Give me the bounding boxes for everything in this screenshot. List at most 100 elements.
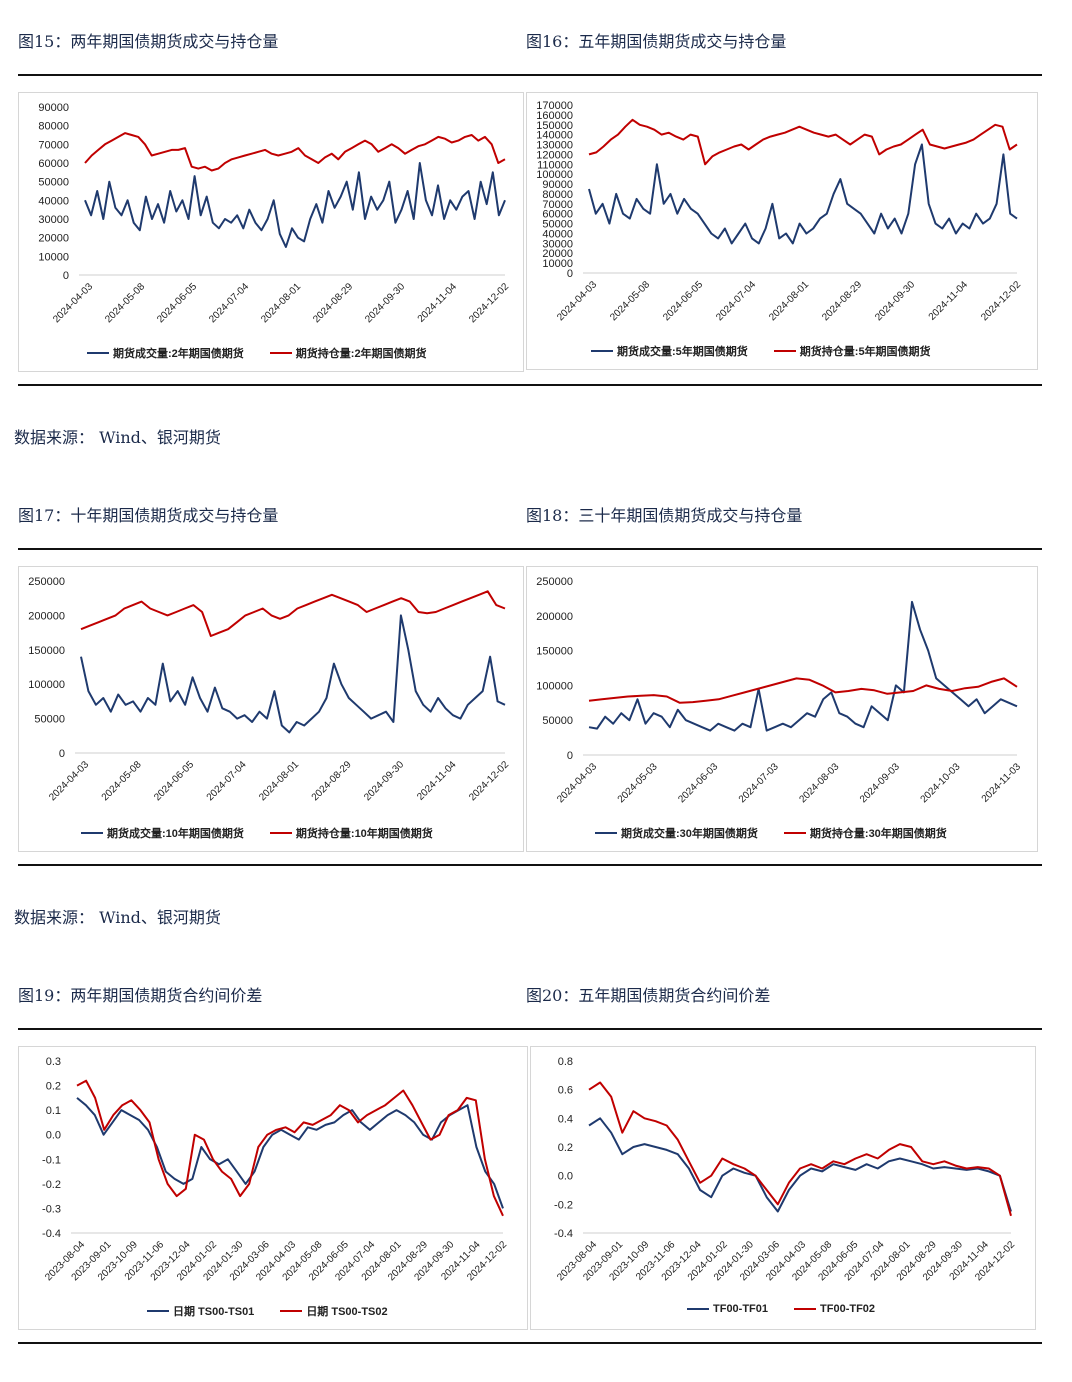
chart-16: 0100002000030000400005000060000700008000…	[536, 100, 1023, 323]
y-tick-label: 40000	[542, 228, 573, 240]
chart-19: -0.4-0.3-0.2-0.10.00.10.20.32023-08-0420…	[42, 1056, 509, 1283]
y-tick-label: -0.3	[42, 1203, 61, 1215]
figure-19-title: 图19：两年期国债期货合约间价差	[18, 986, 263, 1005]
legend-oi-label: 期货持仓量:10年期国债期货	[295, 828, 433, 840]
data-source-1: 数据来源： Wind、银河期货	[14, 428, 221, 447]
y-tick-label: 0.2	[46, 1081, 61, 1093]
y-tick-label: 80000	[542, 189, 573, 201]
y-tick-label: 0	[567, 750, 573, 762]
bottom-rule	[18, 1342, 1042, 1344]
x-tick-label: 2024-08-01	[257, 759, 301, 803]
y-tick-label: 200000	[28, 610, 65, 622]
y-tick-label: 20000	[542, 248, 573, 260]
x-tick-label: 2024-11-03	[980, 761, 1024, 805]
x-tick-label: 2024-07-04	[205, 759, 249, 803]
chart-19-legend: 日期 TS00-TS01 日期 TS00-TS02	[147, 1303, 388, 1319]
series-line-2	[588, 118, 1018, 166]
x-tick-label: 2024-09-03	[858, 761, 902, 805]
legend-spread-2-label: TF00-TF02	[820, 1303, 876, 1315]
y-tick-label: 0	[567, 268, 573, 280]
y-tick-label: 110000	[537, 159, 573, 171]
x-tick-label: 2024-05-08	[103, 281, 147, 325]
y-tick-label: 0.6	[558, 1085, 573, 1097]
y-tick-label: 0.4	[558, 1113, 573, 1125]
y-tick-label: 150000	[28, 645, 65, 657]
chart-15-panel: 0 10000 20000 30000 40000 50000 60000 70000 8000…	[18, 92, 524, 372]
top-rule	[18, 74, 1042, 76]
x-tick-label: 2024-06-05	[152, 759, 196, 803]
chart-16-panel: 0 10000 20000 30000 40000 50000 60000 70000 8000…	[526, 92, 1038, 370]
y-tick-label: 200000	[536, 611, 573, 623]
y-tick-label: -0.2	[554, 1199, 573, 1211]
y-tick-label: -0.2	[42, 1179, 61, 1191]
x-tick-label: 2024-08-03	[797, 761, 841, 805]
figure-18-title: 图18：三十年期国债期货成交与持仓量	[526, 506, 803, 525]
rule	[18, 1028, 1042, 1030]
chart-20: -0.4-0.20.00.20.40.60.82023-08-042023-09…	[554, 1056, 1017, 1283]
y-tick-label: 0.8	[558, 1056, 573, 1068]
y-tick-label: 150000	[536, 646, 573, 658]
x-tick-label: 2024-08-29	[820, 279, 864, 323]
series-line-1	[84, 162, 506, 248]
y-tick-label: 90000	[542, 179, 573, 191]
y-tick-label: 250000	[536, 576, 573, 588]
y-tick-label: 0	[63, 270, 69, 282]
y-tick-label: 20000	[38, 233, 69, 245]
y-tick-label: 100000	[28, 679, 65, 691]
chart-17-legend: 期货成交量:10年期国债期货 期货持仓量:10年期国债期货	[81, 825, 433, 841]
y-tick-label: 100000	[536, 680, 573, 692]
y-tick-label: -0.4	[42, 1228, 61, 1240]
y-tick-label: 10000	[38, 251, 69, 263]
legend-volume-label: 期货成交量:10年期国债期货	[107, 828, 244, 840]
chart-20-panel: -0.4 -0.2 0.0 0.2 0.4 0.6 0.8 2023-08-04 2023-09…	[530, 1046, 1036, 1330]
y-tick-label: -0.4	[554, 1228, 573, 1240]
x-tick-label: 2024-12-02	[979, 279, 1023, 323]
figure-20-title: 图20：五年期国债期货合约间价差	[526, 986, 771, 1005]
y-tick-label: 0.2	[558, 1142, 573, 1154]
legend-volume-label: 期货成交量:2年期国债期货	[113, 348, 244, 360]
chart-19-panel: -0.4 -0.3 -0.2 -0.1 0.0 0.1 0.2 0.3 2023-08-04 20…	[18, 1046, 528, 1330]
x-tick-label: 2024-05-03	[616, 761, 660, 805]
x-tick-label: 2024-12-02	[467, 759, 511, 803]
x-tick-label: 2024-04-03	[51, 281, 95, 325]
x-tick-label: 2024-11-04	[416, 281, 460, 325]
data-source-2: 数据来源： Wind、银河期货	[14, 908, 221, 927]
x-tick-label: 2024-05-08	[608, 279, 652, 323]
y-tick-label: 70000	[542, 199, 573, 211]
chart-18-legend: 期货成交量:30年期国债期货 期货持仓量:30年期国债期货	[595, 825, 947, 841]
y-tick-label: 60000	[542, 209, 573, 221]
series-line-2	[588, 677, 1018, 704]
x-tick-label: 2024-10-03	[919, 761, 963, 805]
y-tick-label: 80000	[38, 121, 69, 133]
x-tick-label: 2024-04-03	[555, 279, 599, 323]
y-tick-label: 0.3	[46, 1056, 61, 1068]
figure-15-title: 图15：两年期国债期货成交与持仓量	[18, 32, 279, 51]
y-tick-label: 50000	[542, 219, 573, 231]
x-tick-label: 2024-07-04	[207, 281, 251, 325]
y-tick-label: 0.1	[46, 1105, 61, 1117]
y-tick-label: 30000	[38, 214, 69, 226]
x-tick-label: 2024-11-04	[927, 279, 971, 323]
series-line-1	[76, 1097, 504, 1209]
y-tick-label: 100000	[536, 169, 573, 181]
legend-oi-label: 期货持仓量:30年期国债期货	[809, 828, 947, 840]
x-tick-label: 2024-08-01	[767, 279, 811, 323]
legend-oi-label: 期货持仓量:5年期国债期货	[799, 346, 931, 358]
series-line-1	[80, 614, 506, 734]
x-tick-label: 2024-11-04	[415, 759, 459, 803]
rule	[18, 384, 1042, 386]
series-line-2	[84, 132, 506, 172]
y-tick-label: 50000	[34, 714, 65, 726]
y-tick-label: 90000	[38, 102, 69, 114]
y-tick-label: 40000	[38, 195, 69, 207]
chart-17-panel: 0 50000 100000 150000 200000 250000 2024-04-03…	[18, 566, 524, 852]
y-tick-label: 250000	[28, 576, 65, 588]
legend-volume-label: 期货成交量:5年期国债期货	[617, 346, 748, 358]
chart-16-legend: 期货成交量:5年期国债期货 期货持仓量:5年期国债期货	[591, 343, 931, 359]
chart-15-legend: 期货成交量:2年期国债期货 期货持仓量:2年期国债期货	[87, 345, 427, 361]
chart-18: 0 50000 100000 150000 200000 250000 2024-04-03…	[536, 576, 1024, 805]
series-line-1	[588, 143, 1018, 245]
legend-spread-1-label: 日期 TS00-TS01	[173, 1306, 255, 1318]
legend-spread-1-label: TF00-TF01	[713, 1303, 769, 1315]
x-tick-label: 2024-08-29	[310, 759, 354, 803]
